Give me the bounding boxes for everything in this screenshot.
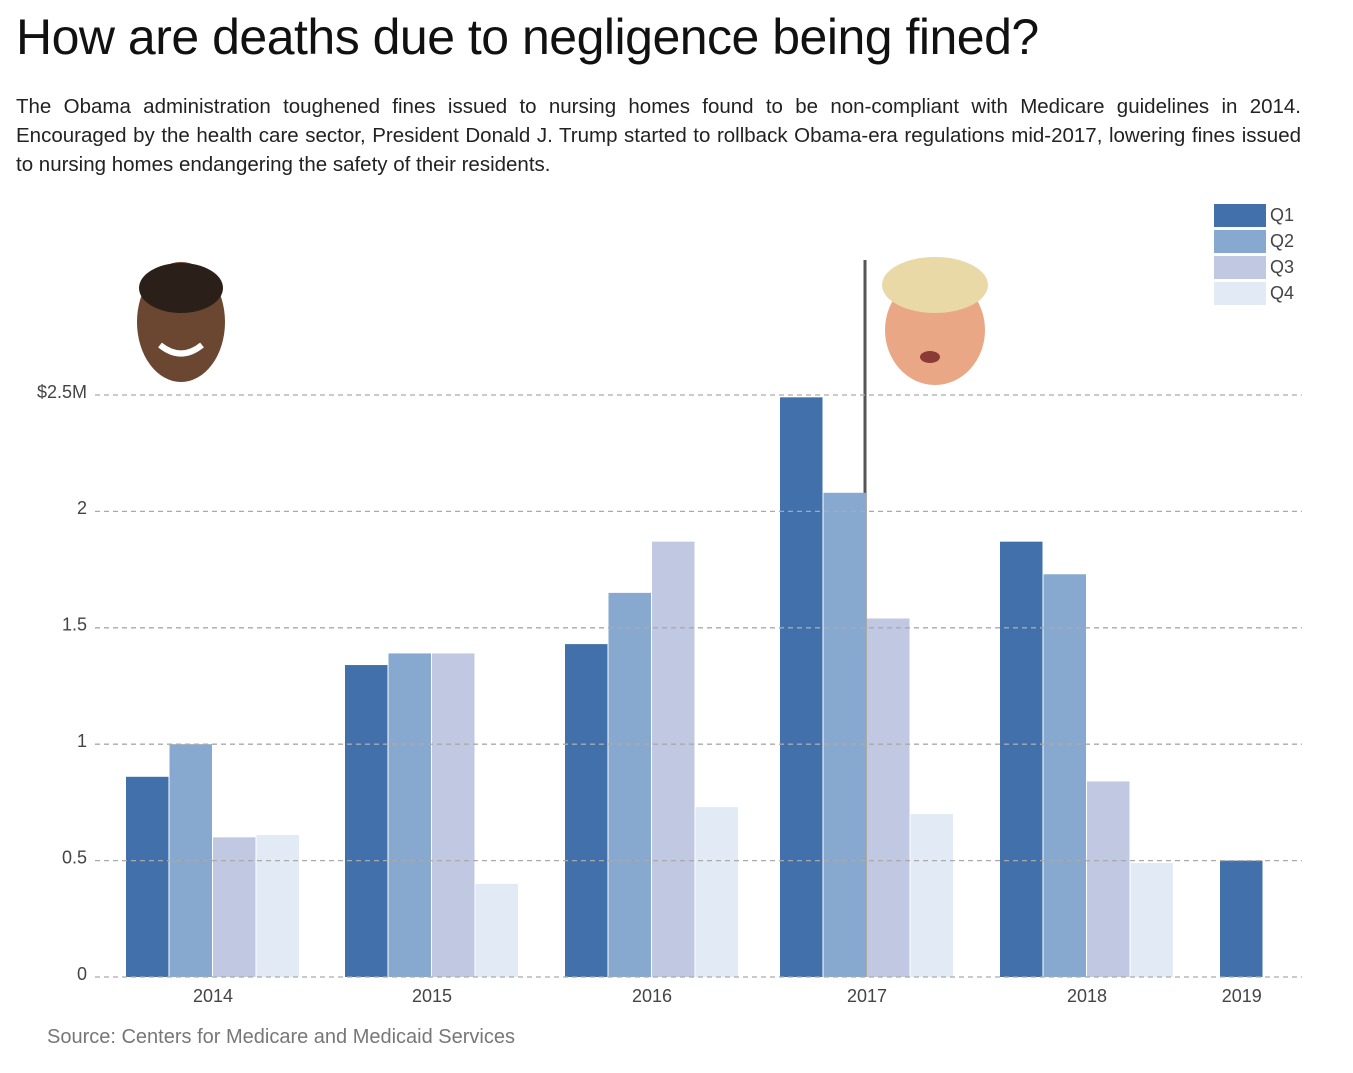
chart-title: How are deaths due to negligence being f… [16, 9, 1039, 65]
bar [652, 541, 695, 977]
bar [565, 644, 608, 977]
bar [1130, 862, 1173, 977]
bar [388, 653, 431, 977]
y-tick-label: 1.5 [62, 615, 87, 635]
legend-label: Q1 [1270, 205, 1294, 225]
y-tick-label: 2 [77, 498, 87, 518]
legend-swatch [1214, 282, 1266, 305]
legend-label: Q2 [1270, 231, 1294, 251]
bars [126, 397, 1263, 977]
bar [608, 592, 651, 977]
bar [213, 837, 256, 977]
bar [823, 492, 866, 977]
y-tick-label: 0.5 [62, 847, 87, 867]
bar [432, 653, 475, 977]
bar [345, 665, 388, 977]
bar [910, 814, 953, 977]
bar [695, 807, 738, 977]
bar [867, 618, 910, 977]
x-tick-label: 2016 [632, 986, 672, 1006]
x-tick-label: 2019 [1222, 986, 1262, 1006]
source-note: Source: Centers for Medicare and Medicai… [47, 1026, 515, 1048]
x-tick-label: 2018 [1067, 986, 1107, 1006]
y-tick-label: 0 [77, 964, 87, 984]
y-tick-label: $2.5M [37, 382, 87, 402]
bar [126, 776, 169, 977]
x-tick-label: 2015 [412, 986, 452, 1006]
bar [475, 883, 518, 977]
bar [256, 834, 299, 977]
legend-label: Q3 [1270, 257, 1294, 277]
bar [780, 397, 823, 977]
x-tick-label: 2014 [193, 986, 233, 1006]
bar [1000, 541, 1043, 977]
trump-face [882, 257, 988, 385]
x-tick-label: 2017 [847, 986, 887, 1006]
chart-subtitle: The Obama administration toughened fines… [16, 95, 1301, 176]
y-tick-label: 1 [77, 731, 87, 751]
legend-swatch [1214, 256, 1266, 279]
bar [1043, 574, 1086, 977]
legend-label: Q4 [1270, 283, 1294, 303]
legend-swatch [1214, 230, 1266, 253]
obama-face [137, 262, 225, 382]
bar [1220, 860, 1263, 977]
bar [1087, 781, 1130, 977]
legend-swatch [1214, 204, 1266, 227]
